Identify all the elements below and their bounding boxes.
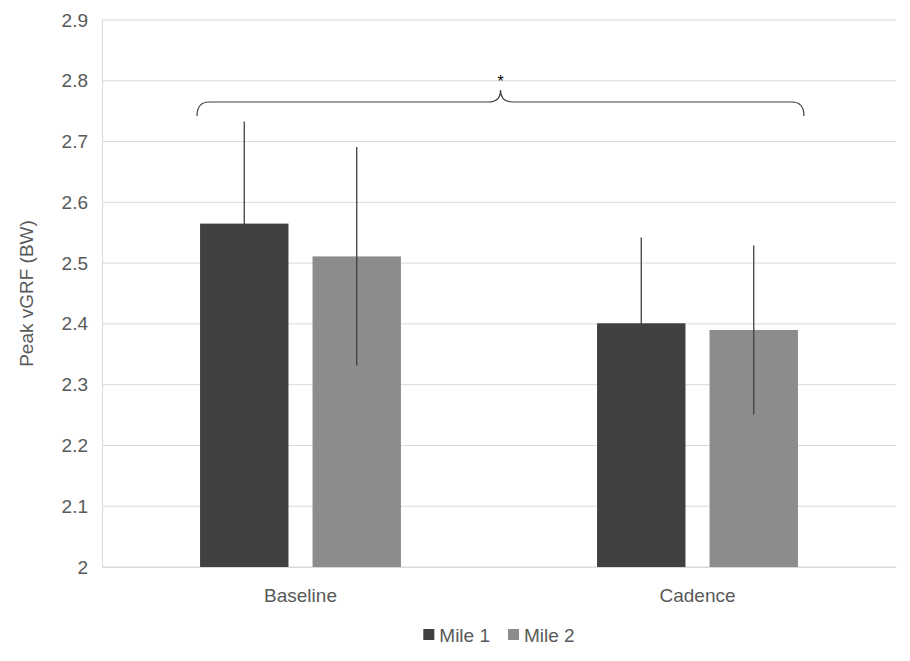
error-bar: [641, 238, 642, 409]
legend-swatch: [423, 629, 434, 640]
y-tick-label: 2.6: [62, 192, 88, 213]
series: [313, 147, 798, 567]
y-tick: 2.7: [62, 131, 102, 152]
x-tick-label: Baseline: [264, 585, 337, 606]
series: [200, 121, 685, 567]
error-bar: [356, 147, 357, 366]
error-bar: [753, 245, 754, 414]
annotation: *: [497, 73, 503, 90]
y-tick: 2.9: [62, 10, 102, 31]
grid-line: [102, 141, 896, 142]
y-tick-label: 2.5: [62, 253, 88, 274]
y-tick: 2.5: [62, 253, 102, 274]
y-tick: 2.4: [62, 313, 102, 334]
y-tick-label: 2: [77, 557, 88, 578]
y-tick-label: 2.3: [62, 374, 88, 395]
x-tick-label: Cadence: [659, 585, 735, 606]
grid: [102, 20, 896, 567]
legend-item: Mile 1: [423, 625, 490, 646]
grid-line: [102, 202, 896, 203]
y-tick-label: 2.2: [62, 435, 88, 456]
y-tick: 2.1: [62, 496, 102, 517]
x-axis-line: [103, 567, 897, 568]
y-tick: 2.3: [62, 374, 102, 395]
grid-line: [102, 20, 896, 21]
x-axis: Baseline Cadence: [103, 567, 897, 606]
y-tick-label: 2.4: [62, 313, 89, 334]
y-tick-label: 2.7: [62, 131, 88, 152]
chart: 2 2.1 2.2 2.3 2.4 2.5 2.6 2.7 2.8 2.9 Baseline Cade…: [0, 0, 910, 661]
y-tick-label: 2.9: [62, 10, 88, 31]
y-tick: 2: [77, 557, 102, 578]
y-tick: 2.2: [62, 435, 102, 456]
y-axis-line: [102, 21, 103, 568]
legend-label: Mile 2: [524, 625, 575, 646]
error-bar: [244, 121, 245, 325]
plot-area: [200, 121, 798, 567]
y-axis: 2 2.1 2.2 2.3 2.4 2.5 2.6 2.7 2.8 2.9: [62, 10, 103, 578]
x-tick: Baseline: [264, 567, 337, 606]
y-axis-title: Peak vGRF (BW): [16, 220, 37, 367]
y-tick-label: 2.8: [62, 70, 88, 91]
x-tick: Cadence: [659, 567, 735, 606]
y-tick: 2.8: [62, 70, 102, 91]
significance-bracket: [197, 90, 804, 116]
legend-item: Mile 2: [508, 625, 575, 646]
y-tick-label: 2.1: [62, 496, 88, 517]
legend-swatch: [508, 629, 519, 640]
y-tick: 2.6: [62, 192, 102, 213]
legend: Mile 1 Mile 2: [423, 625, 574, 646]
legend-label: Mile 1: [439, 625, 490, 646]
